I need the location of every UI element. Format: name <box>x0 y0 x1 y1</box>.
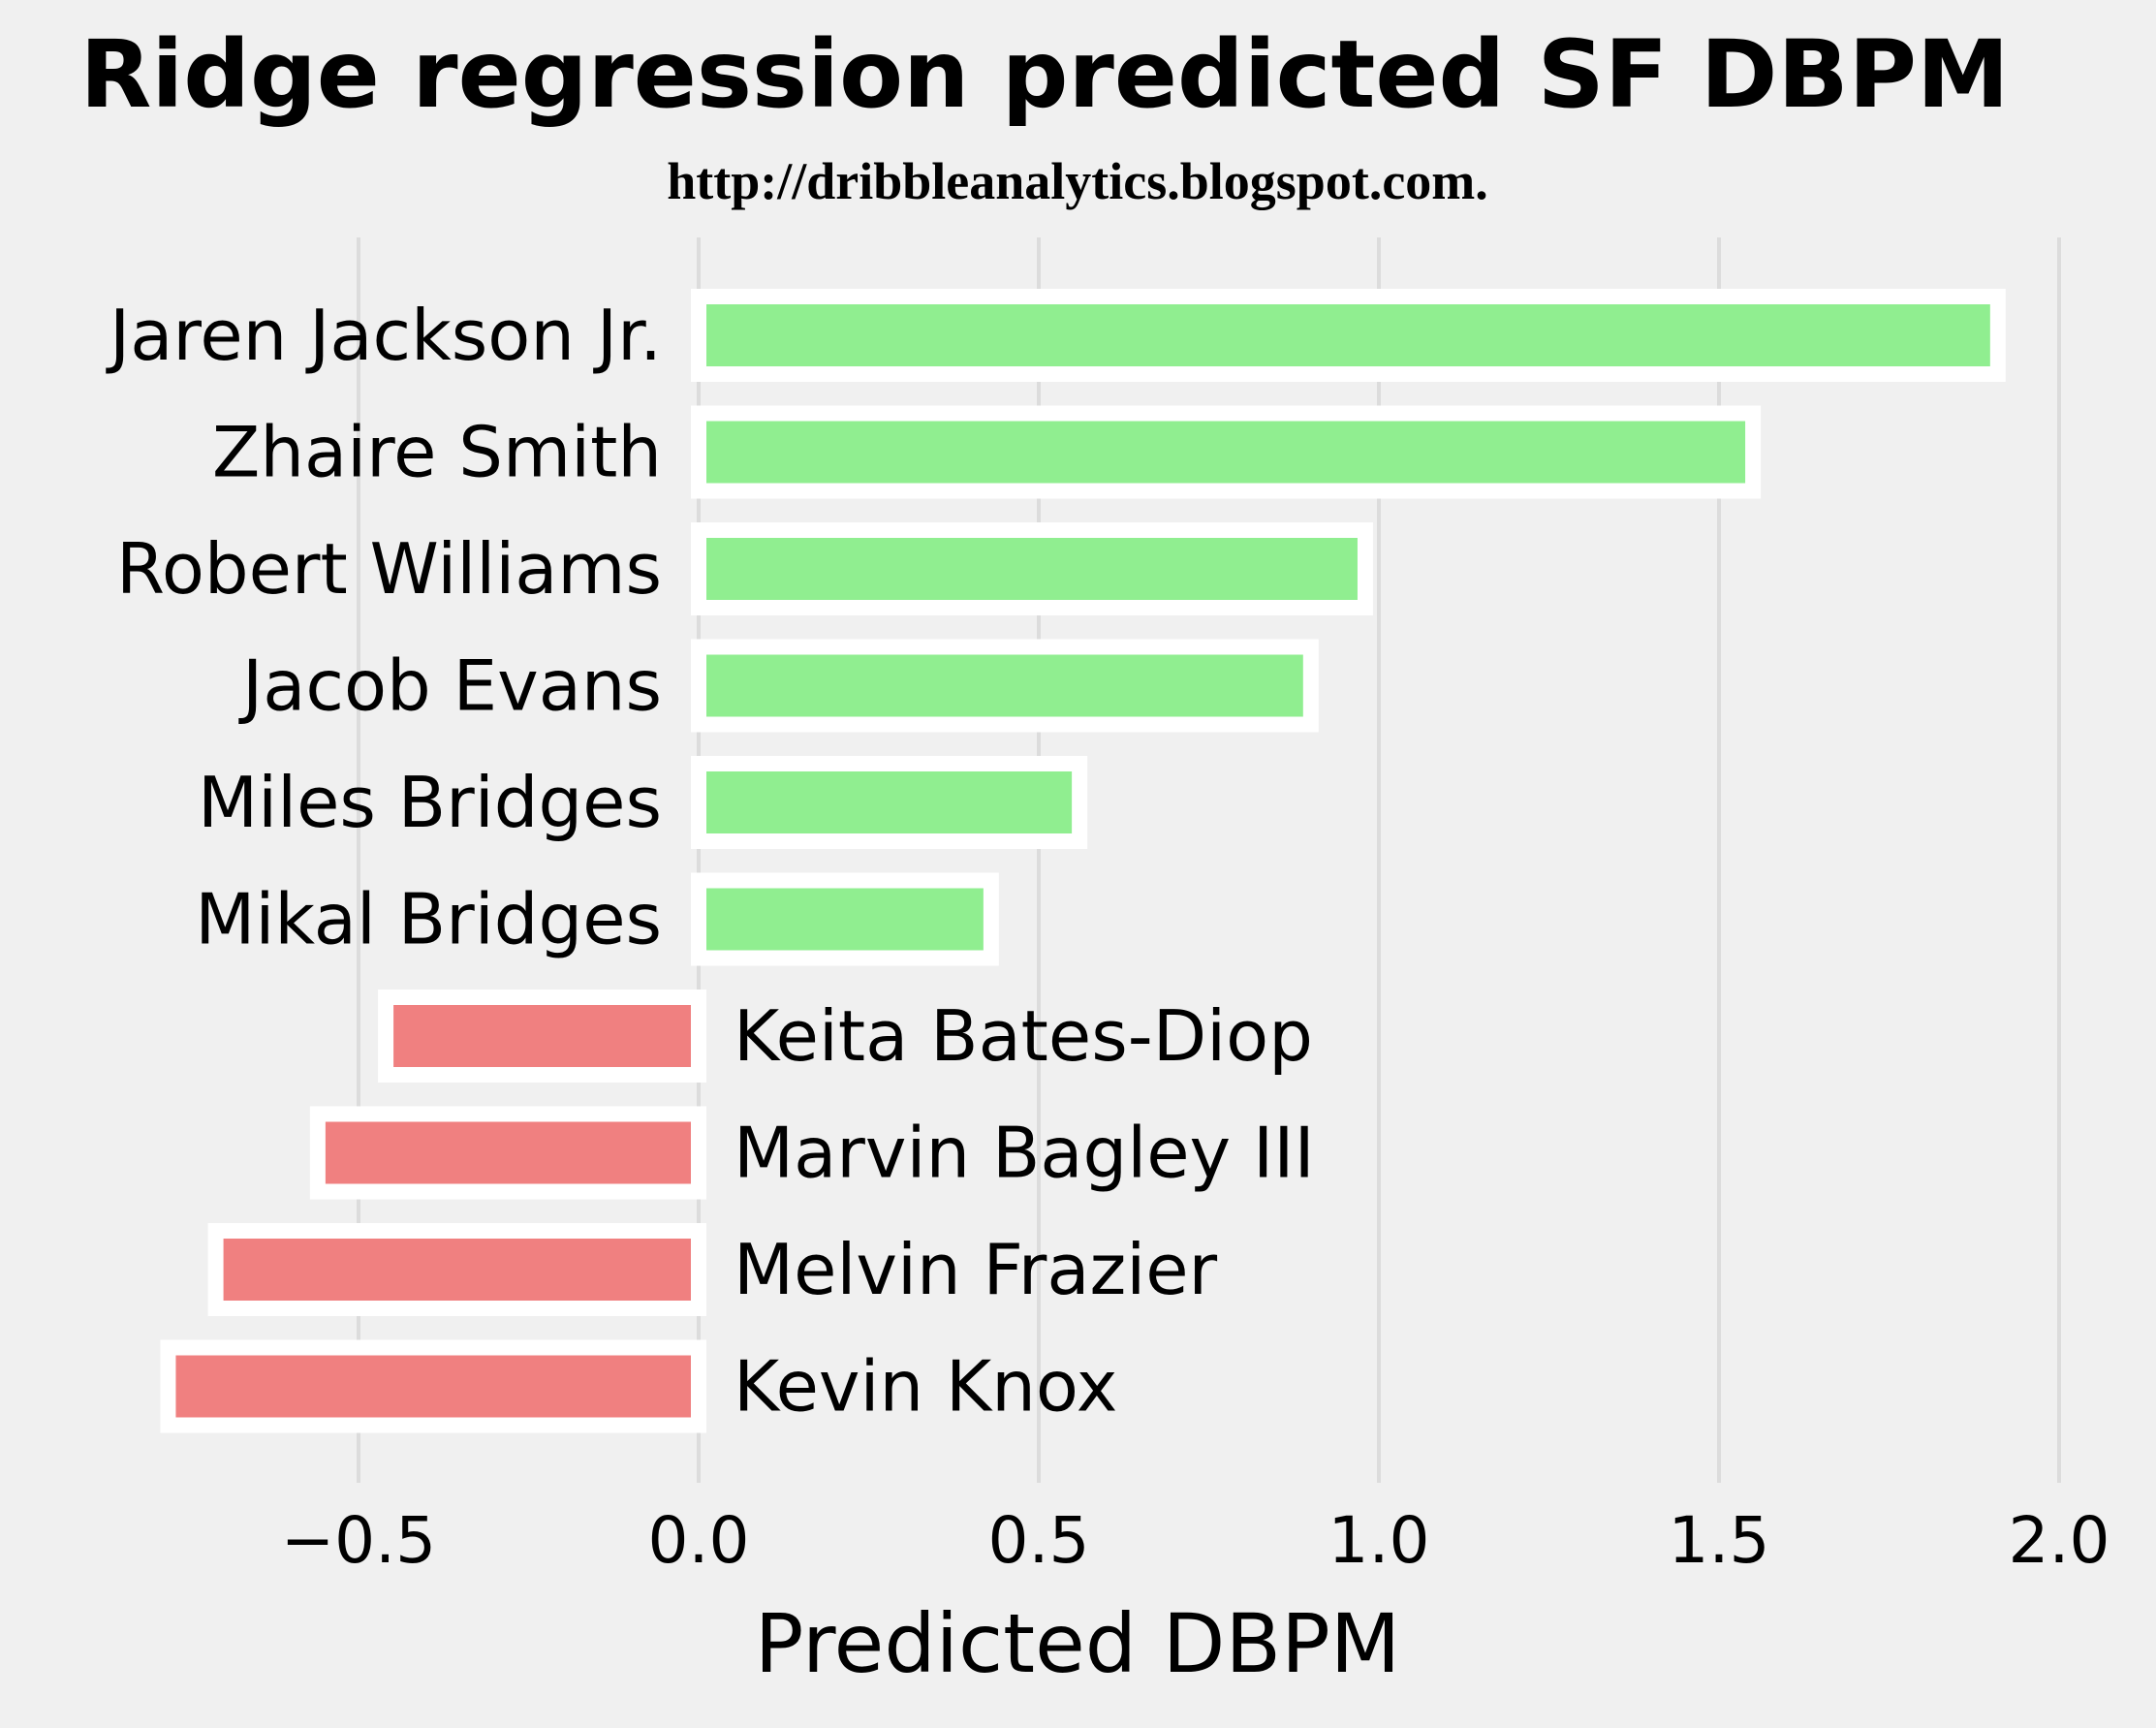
x-axis-ticks: −0.5 0.0 0.5 1.0 1.5 2.0 <box>281 1503 2110 1578</box>
bar <box>160 1339 706 1433</box>
x-tick-label: 1.5 <box>1669 1503 1770 1578</box>
category-label: Kevin Knox <box>734 1346 1117 1428</box>
bar <box>691 522 1373 615</box>
chart-title: Ridge regression predicted SF DBPM <box>79 20 2009 129</box>
bar <box>691 405 1762 499</box>
bar <box>691 872 999 966</box>
category-label: Jaren Jackson Jr. <box>106 295 662 376</box>
bar <box>691 639 1319 733</box>
x-axis-label: Predicted DBPM <box>755 1596 1400 1691</box>
bar <box>207 1223 707 1316</box>
category-labels: Jaren Jackson Jr. Zhaire Smith Robert Will… <box>106 295 1315 1428</box>
bars <box>160 289 2006 1433</box>
x-tick-label: 0.5 <box>988 1503 1090 1578</box>
category-label: Keita Bates-Diop <box>734 995 1313 1077</box>
category-label: Miles Bridges <box>198 762 662 843</box>
chart-subtitle: http://dribbleanalytics.blogspot.com. <box>667 152 1488 210</box>
bar <box>309 1106 706 1200</box>
category-label: Mikal Bridges <box>195 879 662 960</box>
category-label: Marvin Bagley III <box>734 1113 1315 1194</box>
bar <box>691 756 1088 849</box>
category-label: Robert Williams <box>116 528 662 610</box>
bar <box>691 289 2006 382</box>
x-tick-label: −0.5 <box>281 1503 436 1578</box>
x-tick-label: 1.0 <box>1328 1503 1430 1578</box>
x-tick-label: 0.0 <box>648 1503 750 1578</box>
x-tick-label: 2.0 <box>2009 1503 2110 1578</box>
bar <box>378 990 706 1083</box>
category-label: Zhaire Smith <box>212 412 662 493</box>
category-label: Jacob Evans <box>238 645 662 727</box>
category-label: Melvin Frazier <box>734 1229 1218 1310</box>
